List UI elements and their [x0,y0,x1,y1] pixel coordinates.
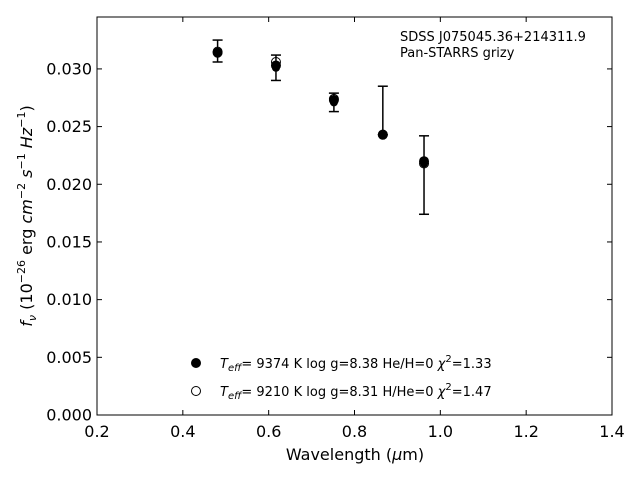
y-tick-label: 0.020 [46,175,92,194]
y-tick-label: 0.025 [46,117,92,136]
legend-marker-filled [191,358,201,368]
error-bars [212,39,430,216]
model-point-filled [419,156,430,167]
model-point-open [270,56,281,67]
annotation-survey: Pan-STARRS grizy [400,46,515,61]
y-tick-label: 0.030 [46,59,92,78]
legend-entry-1: Teff= 9374 K log g=8.38 He/H=0 χ2=1.33 [220,354,492,374]
legend: Teff= 9374 K log g=8.38 He/H=0 χ2=1.33 T… [191,354,492,402]
x-tick-label: 1.4 [599,422,624,441]
annotation-object-name: SDSS J075045.36+214311.9 [400,30,586,45]
y-tick-label: 0.000 [46,406,92,425]
legend-marker-open [191,386,201,396]
model-point-filled [270,60,281,71]
y-axis-label: fν (10−26 erg cm−2 s−1 Hz−1) [15,105,39,326]
x-axis-ticks: 0.2 0.4 0.6 0.8 1.0 1.2 1.4 [84,17,625,441]
model-point-open [419,158,430,169]
legend-entry-2: Teff= 9210 K log g=8.31 H/He=0 χ2=1.47 [220,382,492,402]
x-axis-label: Wavelength (μm) [286,445,424,464]
y-tick-label: 0.010 [46,290,92,309]
x-tick-label: 1.0 [428,422,453,441]
error-bar [419,135,430,216]
y-tick-label: 0.015 [46,232,92,251]
plot-frame [96,16,613,416]
x-tick-label: 0.2 [84,422,109,441]
y-tick-label: 0.005 [46,348,92,367]
y-axis-ticks: 0.000 0.005 0.010 0.015 0.020 0.025 0.030 [46,59,612,425]
x-tick-label: 0.4 [170,422,195,441]
model-point-open [328,93,339,104]
data-markers [212,46,430,169]
x-tick-label: 0.6 [256,422,281,441]
x-tick-label: 1.2 [513,422,538,441]
model-point-open [377,129,388,140]
x-tick-label: 0.8 [342,422,367,441]
model-point-open [212,46,223,57]
